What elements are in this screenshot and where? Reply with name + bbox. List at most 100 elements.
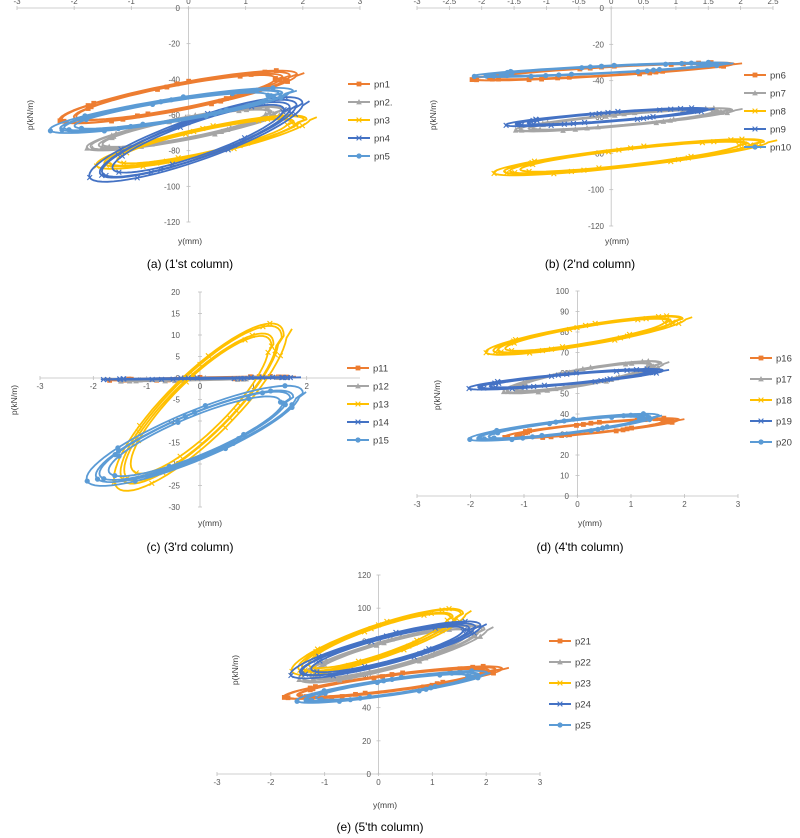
data-point-pn9 (698, 108, 705, 115)
data-point-pn9 (686, 108, 693, 114)
data-point-p22 (472, 632, 479, 639)
legend-marker (557, 659, 563, 665)
series-pn7 (512, 105, 743, 133)
data-point-p19 (604, 376, 611, 383)
data-point-p13 (205, 352, 212, 359)
data-point-p23 (384, 618, 390, 625)
data-point-pn6 (647, 70, 653, 76)
data-point-pn5 (270, 85, 276, 91)
data-point-pn2. (113, 130, 119, 136)
data-point-pn6 (555, 75, 561, 81)
data-point-pn10 (508, 68, 514, 75)
data-point-pn7 (667, 117, 674, 123)
series-line-pn5 (48, 87, 298, 134)
data-point-p24 (361, 663, 368, 670)
series-pn8 (491, 136, 778, 177)
series-pn5 (47, 85, 298, 134)
data-point-pn7 (512, 127, 519, 133)
data-point-pn8 (641, 143, 647, 149)
data-point-pn7 (595, 123, 601, 130)
legend-item-p23: p23 (549, 679, 591, 690)
data-point-pn3 (288, 119, 295, 126)
data-point-p20 (494, 427, 500, 434)
data-point-pn7 (537, 126, 543, 132)
y-tick-label: 0 (367, 770, 372, 779)
y-tick-label: -25 (168, 482, 180, 491)
data-point-p18 (635, 316, 641, 323)
data-point-p24 (383, 633, 390, 639)
data-point-pn9 (605, 109, 611, 116)
legend-label: p13 (373, 400, 389, 411)
data-point-pn1 (223, 96, 229, 101)
legend-item-pn4: pn4 (348, 134, 390, 145)
data-point-p20 (481, 436, 487, 442)
data-point-pn10 (556, 72, 562, 78)
data-point-pn9 (647, 114, 653, 121)
legend: p16 p17 p18 p19 p20 (750, 354, 792, 449)
data-point-pn2. (236, 107, 242, 114)
data-point-p21 (339, 694, 345, 699)
data-point-pn9 (570, 120, 577, 127)
data-point-p17 (513, 387, 519, 394)
legend-item-p16: p16 (750, 354, 792, 365)
data-point-pn8 (596, 165, 602, 171)
data-point-p13 (222, 424, 229, 431)
series-p25 (294, 668, 491, 704)
data-point-pn5 (229, 91, 235, 97)
data-point-pn5 (78, 125, 85, 131)
chart-panel-3: -3-2-101220151050-5-10-15-20-25-30y(mm)p… (9, 288, 389, 554)
data-point-p17 (535, 388, 542, 395)
data-point-p20 (561, 418, 567, 424)
data-point-p16 (523, 429, 528, 434)
series-pn1 (57, 68, 305, 125)
legend-marker (557, 638, 563, 644)
data-point-p13 (177, 453, 183, 460)
data-point-p18 (592, 320, 598, 327)
data-point-pn4 (118, 146, 124, 152)
data-point-pn10 (568, 71, 575, 77)
data-point-pn6 (637, 71, 642, 77)
panel-caption: (e) (5'th column) (337, 820, 424, 834)
y-axis-label: p(kN/m) (230, 655, 240, 685)
legend-marker (356, 153, 362, 159)
y-axis-label: p(kN/m) (428, 100, 438, 130)
data-point-p20 (491, 435, 497, 441)
data-point-pn1 (229, 93, 235, 99)
data-point-p23 (413, 637, 420, 644)
series-line-p23 (290, 607, 472, 676)
data-point-p18 (539, 347, 546, 354)
legend-item-pn3: pn3 (348, 116, 390, 127)
series-pn3 (93, 112, 318, 170)
data-point-pn5 (59, 127, 65, 133)
y-tick-label: -100 (588, 186, 605, 195)
data-point-pn9 (688, 105, 695, 111)
data-point-p13 (149, 480, 155, 487)
data-point-p19 (564, 371, 570, 377)
data-point-p16 (660, 419, 666, 425)
data-point-p21 (429, 682, 435, 688)
y-tick-label: -40 (592, 77, 604, 86)
y-tick-label: 20 (171, 288, 180, 297)
data-point-p21 (447, 667, 453, 673)
data-point-p17 (622, 361, 629, 367)
data-point-pn9 (667, 106, 674, 112)
data-point-p15 (175, 419, 181, 425)
legend-label: p15 (373, 436, 389, 447)
data-point-p22 (428, 652, 435, 658)
data-point-p16 (559, 433, 565, 438)
legend-marker (355, 401, 361, 407)
data-point-p20 (546, 421, 553, 427)
y-tick-label: -100 (164, 182, 181, 191)
series-line-pn4 (88, 96, 310, 183)
data-point-pn9 (615, 108, 621, 115)
data-point-p19 (466, 385, 472, 392)
x-tick-label: 0 (575, 500, 580, 509)
y-tick-label: 90 (560, 308, 569, 317)
data-point-p15 (268, 388, 274, 394)
legend-label: p17 (776, 375, 792, 386)
data-point-pn3 (299, 122, 306, 129)
data-point-p22 (416, 658, 423, 664)
data-point-p16 (527, 428, 533, 434)
data-point-pn9 (640, 115, 647, 122)
panel-caption: (a) (1'st column) (147, 257, 233, 271)
